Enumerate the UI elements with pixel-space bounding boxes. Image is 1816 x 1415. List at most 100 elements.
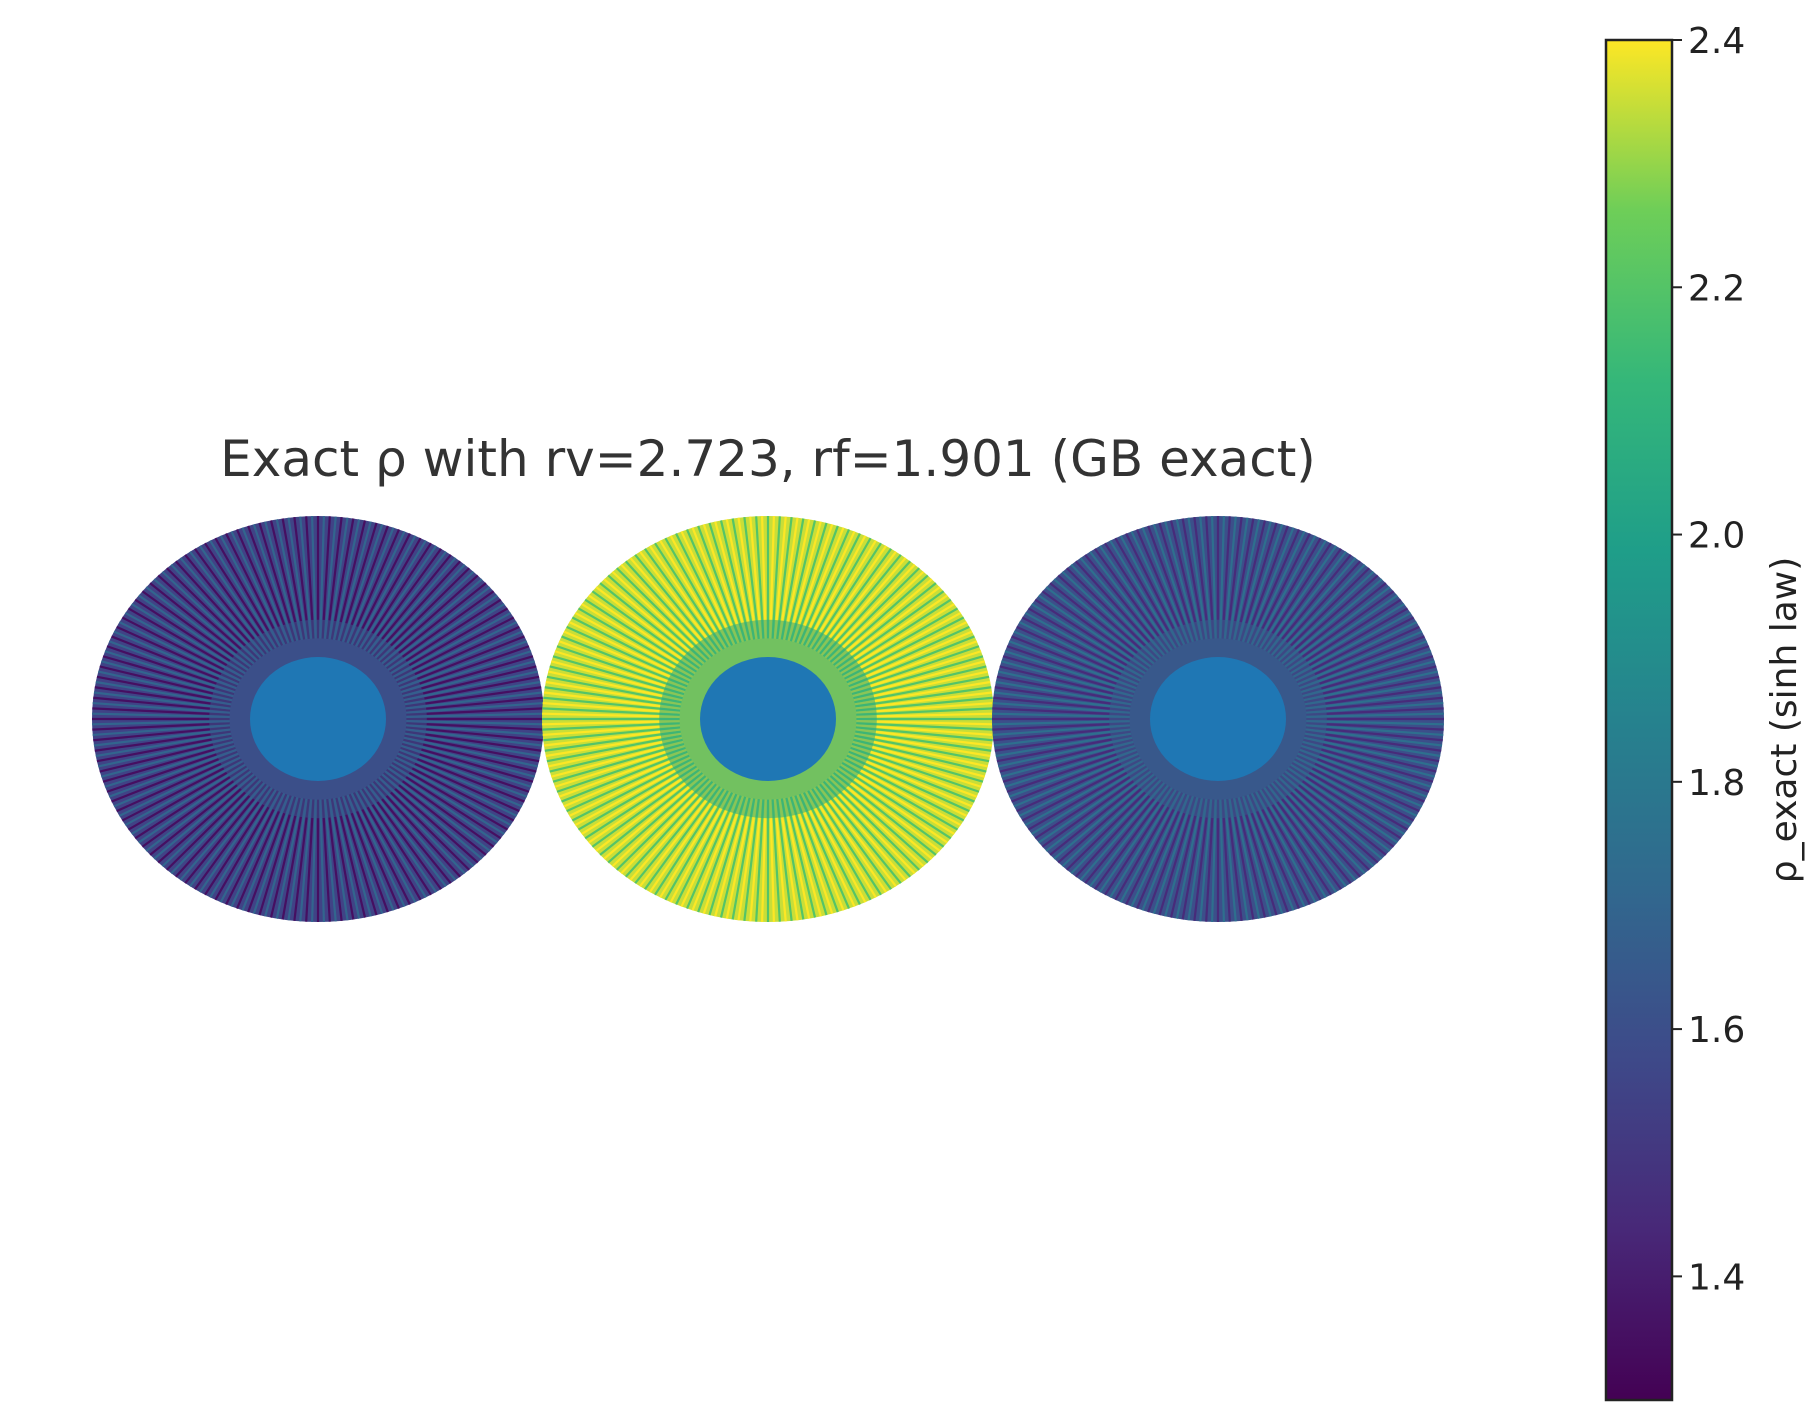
disk-spoke bbox=[1269, 554, 1352, 655]
disk-spoke bbox=[1306, 724, 1444, 737]
disk-spoke bbox=[118, 756, 241, 817]
disk-spoke bbox=[574, 611, 694, 678]
disk-spoke bbox=[554, 650, 686, 694]
disk-spoke bbox=[337, 797, 372, 917]
disk-spoke bbox=[235, 529, 288, 645]
disk-spoke bbox=[838, 765, 952, 840]
disk-spoke bbox=[1089, 551, 1169, 654]
disk-spoke bbox=[111, 635, 238, 688]
disk-spoke bbox=[1125, 533, 1184, 646]
disk-spoke bbox=[406, 722, 544, 731]
disk-spoke bbox=[749, 516, 763, 639]
disk-spoke bbox=[851, 655, 984, 696]
disk-spoke bbox=[391, 607, 509, 677]
disk-spoke bbox=[999, 665, 1133, 700]
disk-spoke bbox=[363, 787, 437, 893]
disk-spoke bbox=[204, 542, 275, 650]
disk-spoke bbox=[544, 730, 681, 752]
disk-spoke bbox=[1295, 621, 1418, 682]
disk-spoke bbox=[1306, 701, 1444, 714]
disk-spoke bbox=[561, 635, 688, 688]
disk-spoke bbox=[95, 680, 232, 706]
disk-spoke bbox=[101, 740, 234, 778]
disk-spoke bbox=[1305, 730, 1442, 752]
disk-spoke bbox=[378, 776, 475, 868]
disk-spoke bbox=[199, 787, 273, 893]
disk-spoke bbox=[568, 621, 691, 682]
disk-spoke bbox=[319, 516, 326, 639]
disk-spoke bbox=[993, 696, 1131, 712]
disk-spokes bbox=[92, 516, 544, 922]
disk-spoke bbox=[847, 752, 973, 808]
disk-spoke bbox=[1294, 758, 1415, 822]
disk-spoke bbox=[328, 517, 349, 640]
disk-spoke bbox=[1094, 785, 1171, 890]
disk-spoke bbox=[807, 790, 872, 901]
disk-spoke bbox=[819, 783, 902, 884]
disk-spoke bbox=[401, 655, 534, 696]
disk-spoke bbox=[780, 518, 805, 640]
disk-spoke bbox=[102, 742, 235, 783]
disk-spoke bbox=[275, 519, 303, 640]
disk-spoke bbox=[398, 750, 525, 803]
disk-spoke bbox=[225, 792, 284, 905]
disk-spoke bbox=[1038, 767, 1149, 844]
disk-spoke bbox=[644, 548, 721, 653]
disk-spoke bbox=[851, 742, 984, 783]
disk-spoke bbox=[369, 554, 452, 655]
disk-spoke bbox=[359, 789, 427, 898]
disk-spoke bbox=[342, 524, 384, 643]
disk-spoke bbox=[842, 611, 962, 678]
disk-spoke bbox=[1141, 527, 1190, 644]
disk-spoke bbox=[225, 533, 284, 646]
disk-spoke bbox=[361, 788, 432, 896]
disk-spoke bbox=[330, 518, 355, 640]
disk-spoke bbox=[542, 724, 680, 737]
disk-spoke bbox=[1164, 797, 1199, 917]
disk-spoke bbox=[852, 740, 985, 778]
disk-spoke bbox=[1283, 582, 1387, 666]
disk-spoke bbox=[548, 670, 683, 702]
disk-spoke bbox=[321, 516, 331, 639]
disk-spoke bbox=[800, 530, 856, 645]
disk-spoke bbox=[383, 582, 487, 666]
disk-spoke bbox=[398, 635, 525, 688]
disk-spoke bbox=[287, 798, 308, 921]
disk-spoke bbox=[856, 720, 994, 726]
disk-spoke bbox=[1049, 582, 1153, 666]
disk-spoke bbox=[1299, 748, 1428, 798]
disk-spoke bbox=[403, 736, 538, 768]
disk-spoke bbox=[616, 567, 710, 660]
disk-spoke bbox=[405, 686, 542, 708]
disk-spoke bbox=[1265, 785, 1342, 890]
disk-spoke bbox=[1305, 728, 1443, 747]
disk-spoke bbox=[1302, 740, 1435, 778]
disk-spoke bbox=[214, 790, 279, 901]
disk-spoke bbox=[392, 611, 512, 678]
colorbar-label: ρ_exact (sinh law) bbox=[1764, 557, 1805, 884]
disk-spoke bbox=[794, 525, 839, 643]
disk-spoke bbox=[556, 746, 686, 793]
disk-spoke bbox=[675, 533, 734, 646]
disk-spoke bbox=[546, 675, 682, 704]
disk-spoke bbox=[98, 670, 233, 702]
disk-spoke bbox=[785, 520, 817, 641]
disk-spoke bbox=[796, 527, 845, 644]
disk-spoke bbox=[800, 793, 856, 908]
disk-spoke bbox=[355, 535, 417, 647]
disk-spoke bbox=[822, 560, 912, 658]
disk-spoke bbox=[403, 670, 538, 702]
disk-spoke bbox=[996, 734, 1132, 763]
disk-spoke bbox=[1276, 567, 1370, 660]
disk-spoke bbox=[108, 640, 237, 690]
disk-spoke bbox=[402, 660, 535, 698]
disk-spoke bbox=[1169, 520, 1201, 641]
disk-spoke bbox=[737, 798, 758, 921]
disk-spoke bbox=[386, 768, 495, 848]
disk-spoke bbox=[571, 758, 692, 822]
disk-spoke bbox=[397, 630, 523, 686]
disk-spoke bbox=[96, 675, 232, 704]
disk-spoke bbox=[1263, 545, 1337, 651]
disk-inner-core bbox=[250, 657, 386, 781]
disk-spoke bbox=[121, 616, 242, 680]
